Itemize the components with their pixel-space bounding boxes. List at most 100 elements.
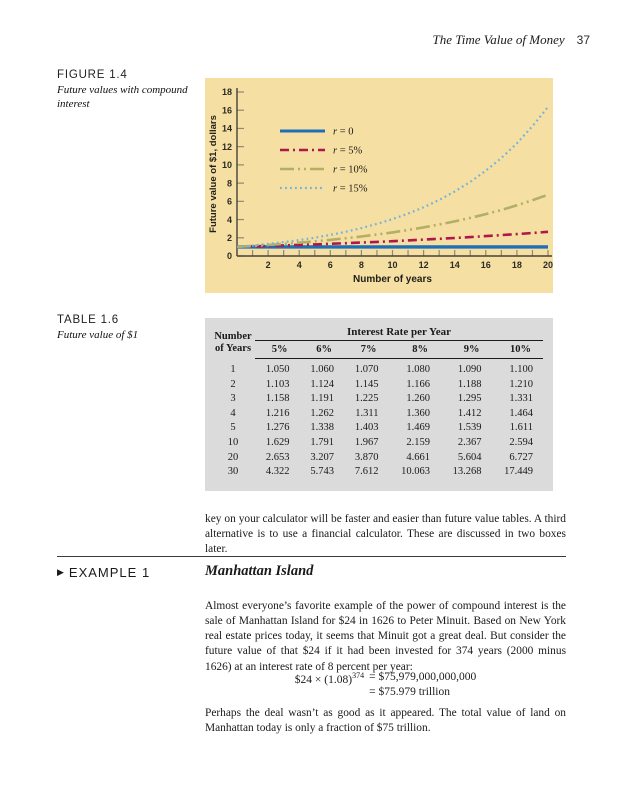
svg-text:12: 12 [222, 142, 232, 152]
table-cell-value: 1.262 [310, 407, 335, 419]
table-cell-value: 1.225 [354, 393, 379, 405]
table-cell-value: 3.207 [310, 451, 335, 463]
table-label-block: TABLE 1.6 Future value of $1 [57, 314, 199, 343]
table-cell-value: 1.469 [406, 422, 431, 434]
svg-text:4: 4 [227, 215, 232, 225]
table-cell-value: 1.791 [310, 436, 335, 448]
table-cell-value: 3.870 [354, 451, 379, 463]
svg-text:4: 4 [297, 260, 302, 270]
table-cell-value: 13.268 [452, 466, 482, 478]
table-row: 30 4.322 5.743 7.612 10.063 13.268 17.449 [211, 464, 543, 479]
chart-svg: 0 2 4 6 8 10 12 14 16 18 2 4 6 8 10 12 14 16 18 20 Number of… [205, 78, 553, 293]
table-cell-value: 1.412 [457, 407, 482, 419]
table-cell-value: 1.188 [457, 378, 482, 390]
table-cell-value: 1.103 [265, 378, 290, 390]
table-cell-value: 1.090 [457, 364, 482, 375]
table-cell-value: 1.166 [406, 378, 431, 390]
table-cell-value: 1.331 [509, 393, 533, 405]
table-cell-value: 2.367 [457, 436, 482, 448]
table-column-header: 6% [299, 340, 345, 359]
svg-text:20: 20 [543, 260, 553, 270]
table-cell-value: 10.063 [401, 466, 431, 478]
legend-label: r = 0 [333, 127, 354, 138]
table-cell-value: 1.967 [354, 436, 379, 448]
table-cell-value: 1.100 [509, 364, 533, 375]
table-cell-value: 4.661 [406, 451, 431, 463]
table-cell-value: 1.464 [509, 407, 533, 419]
paragraph-calculator: key on your calculator will be faster an… [205, 513, 566, 556]
figure-caption: Future values with compound interest [57, 84, 188, 110]
table-group-header: Interest Rate per Year [255, 326, 543, 341]
table-cell-value: 1.295 [457, 393, 482, 405]
svg-text:16: 16 [222, 105, 232, 115]
table-cell-years: 3 [230, 393, 236, 405]
paragraph-perhaps: Perhaps the deal wasn’t as good as it ap… [205, 707, 566, 735]
table-column-header: 9% [440, 340, 492, 359]
page-number: 37 [576, 33, 590, 47]
chart-background [205, 78, 553, 293]
table-cell-value: 1.360 [406, 407, 431, 419]
future-value-table-box: Number of Years Interest Rate per Year 5%… [205, 318, 553, 491]
running-head: The Time Value of Money 37 [432, 32, 590, 48]
svg-text:8: 8 [227, 178, 232, 188]
svg-text:2: 2 [227, 233, 232, 243]
legend-label: r = 15% [333, 184, 368, 195]
formula-block: $24 × (1.08)374 = $75,979,000,000,000 = … [205, 671, 566, 698]
series-r-10- [236, 193, 549, 249]
table-cell-value: 1.539 [457, 422, 482, 434]
table-cell-years: 4 [230, 407, 236, 419]
table-cell-value: 1.080 [406, 364, 431, 375]
table-caption: Future value of $1 [57, 329, 139, 341]
table-row: 5 1.276 1.338 1.403 1.469 1.539 1.611 [211, 421, 543, 436]
svg-text:14: 14 [450, 260, 460, 270]
svg-text:6: 6 [328, 260, 333, 270]
table-cell-value: 4.322 [265, 466, 290, 478]
section-divider [57, 556, 566, 557]
svg-text:2: 2 [266, 260, 271, 270]
table-cell-value: 1.070 [354, 364, 379, 375]
table-cell-value: 1.338 [310, 422, 335, 434]
table-body: 1 1.050 1.060 1.070 1.080 1.090 1.100 2 1.103 1.1… [211, 359, 543, 479]
table-cell-value: 1.210 [509, 378, 533, 390]
table-cell-value: 1.124 [310, 378, 335, 390]
figure-label-block: FIGURE 1.4 Future values with compound i… [57, 69, 199, 112]
triangle-marker-icon: ▶ [57, 567, 64, 577]
table-row: 2 1.103 1.124 1.145 1.166 1.188 1.210 [211, 377, 543, 392]
table-cell-value: 17.449 [504, 466, 533, 478]
table-cell-years: 1 [230, 363, 236, 375]
svg-text:6: 6 [227, 197, 232, 207]
table-column-header: 10% [491, 340, 543, 359]
table-cell-years: 2 [230, 378, 236, 390]
svg-text:10: 10 [387, 260, 397, 270]
svg-text:16: 16 [481, 260, 491, 270]
table-row-header: Number of Years [214, 331, 252, 355]
svg-text:18: 18 [512, 260, 522, 270]
table-cell-years: 10 [227, 436, 239, 448]
figure-chart: 0 2 4 6 8 10 12 14 16 18 2 4 6 8 10 12 14 16 18 20 Number of… [205, 78, 553, 293]
table-cell-value: 1.403 [354, 422, 379, 434]
table-cell-value: 2.653 [265, 451, 290, 463]
svg-text:12: 12 [419, 260, 429, 270]
table-cell-value: 1.191 [310, 393, 335, 405]
table-cell-value: 1.216 [265, 407, 290, 419]
table-cell-value: 5.743 [310, 466, 335, 478]
future-value-table: Number of Years Interest Rate per Year 5%… [211, 326, 543, 479]
legend-label: r = 10% [333, 165, 368, 176]
table-cell-value: 5.604 [457, 451, 482, 463]
table-cell-value: 1.311 [355, 407, 379, 419]
running-head-title: The Time Value of Money [432, 32, 565, 47]
table-cell-value: 1.611 [509, 422, 533, 434]
table-cell-value: 1.158 [265, 393, 290, 405]
table-column-headers: 5% 6% 7% 8% 9% 10% [211, 340, 543, 359]
table-row: 3 1.158 1.191 1.225 1.260 1.295 1.331 [211, 391, 543, 406]
table-row: 20 2.653 3.207 3.870 4.661 5.604 6.727 [211, 450, 543, 465]
paragraph-manhattan: Almost everyone’s favorite example of th… [205, 600, 566, 673]
table-cell-value: 1.050 [265, 364, 290, 375]
formula-result-line1: = $75,979,000,000,000 [369, 671, 477, 683]
formula-result-line2: = $75.979 trillion [369, 686, 450, 698]
formula-lhs: $24 × (1.08)374 [294, 671, 365, 686]
svg-text:18: 18 [222, 87, 232, 97]
table-row: 4 1.216 1.262 1.311 1.360 1.412 1.464 [211, 406, 543, 421]
table-label: TABLE 1.6 [57, 314, 119, 326]
table-cell-years: 30 [227, 466, 239, 478]
